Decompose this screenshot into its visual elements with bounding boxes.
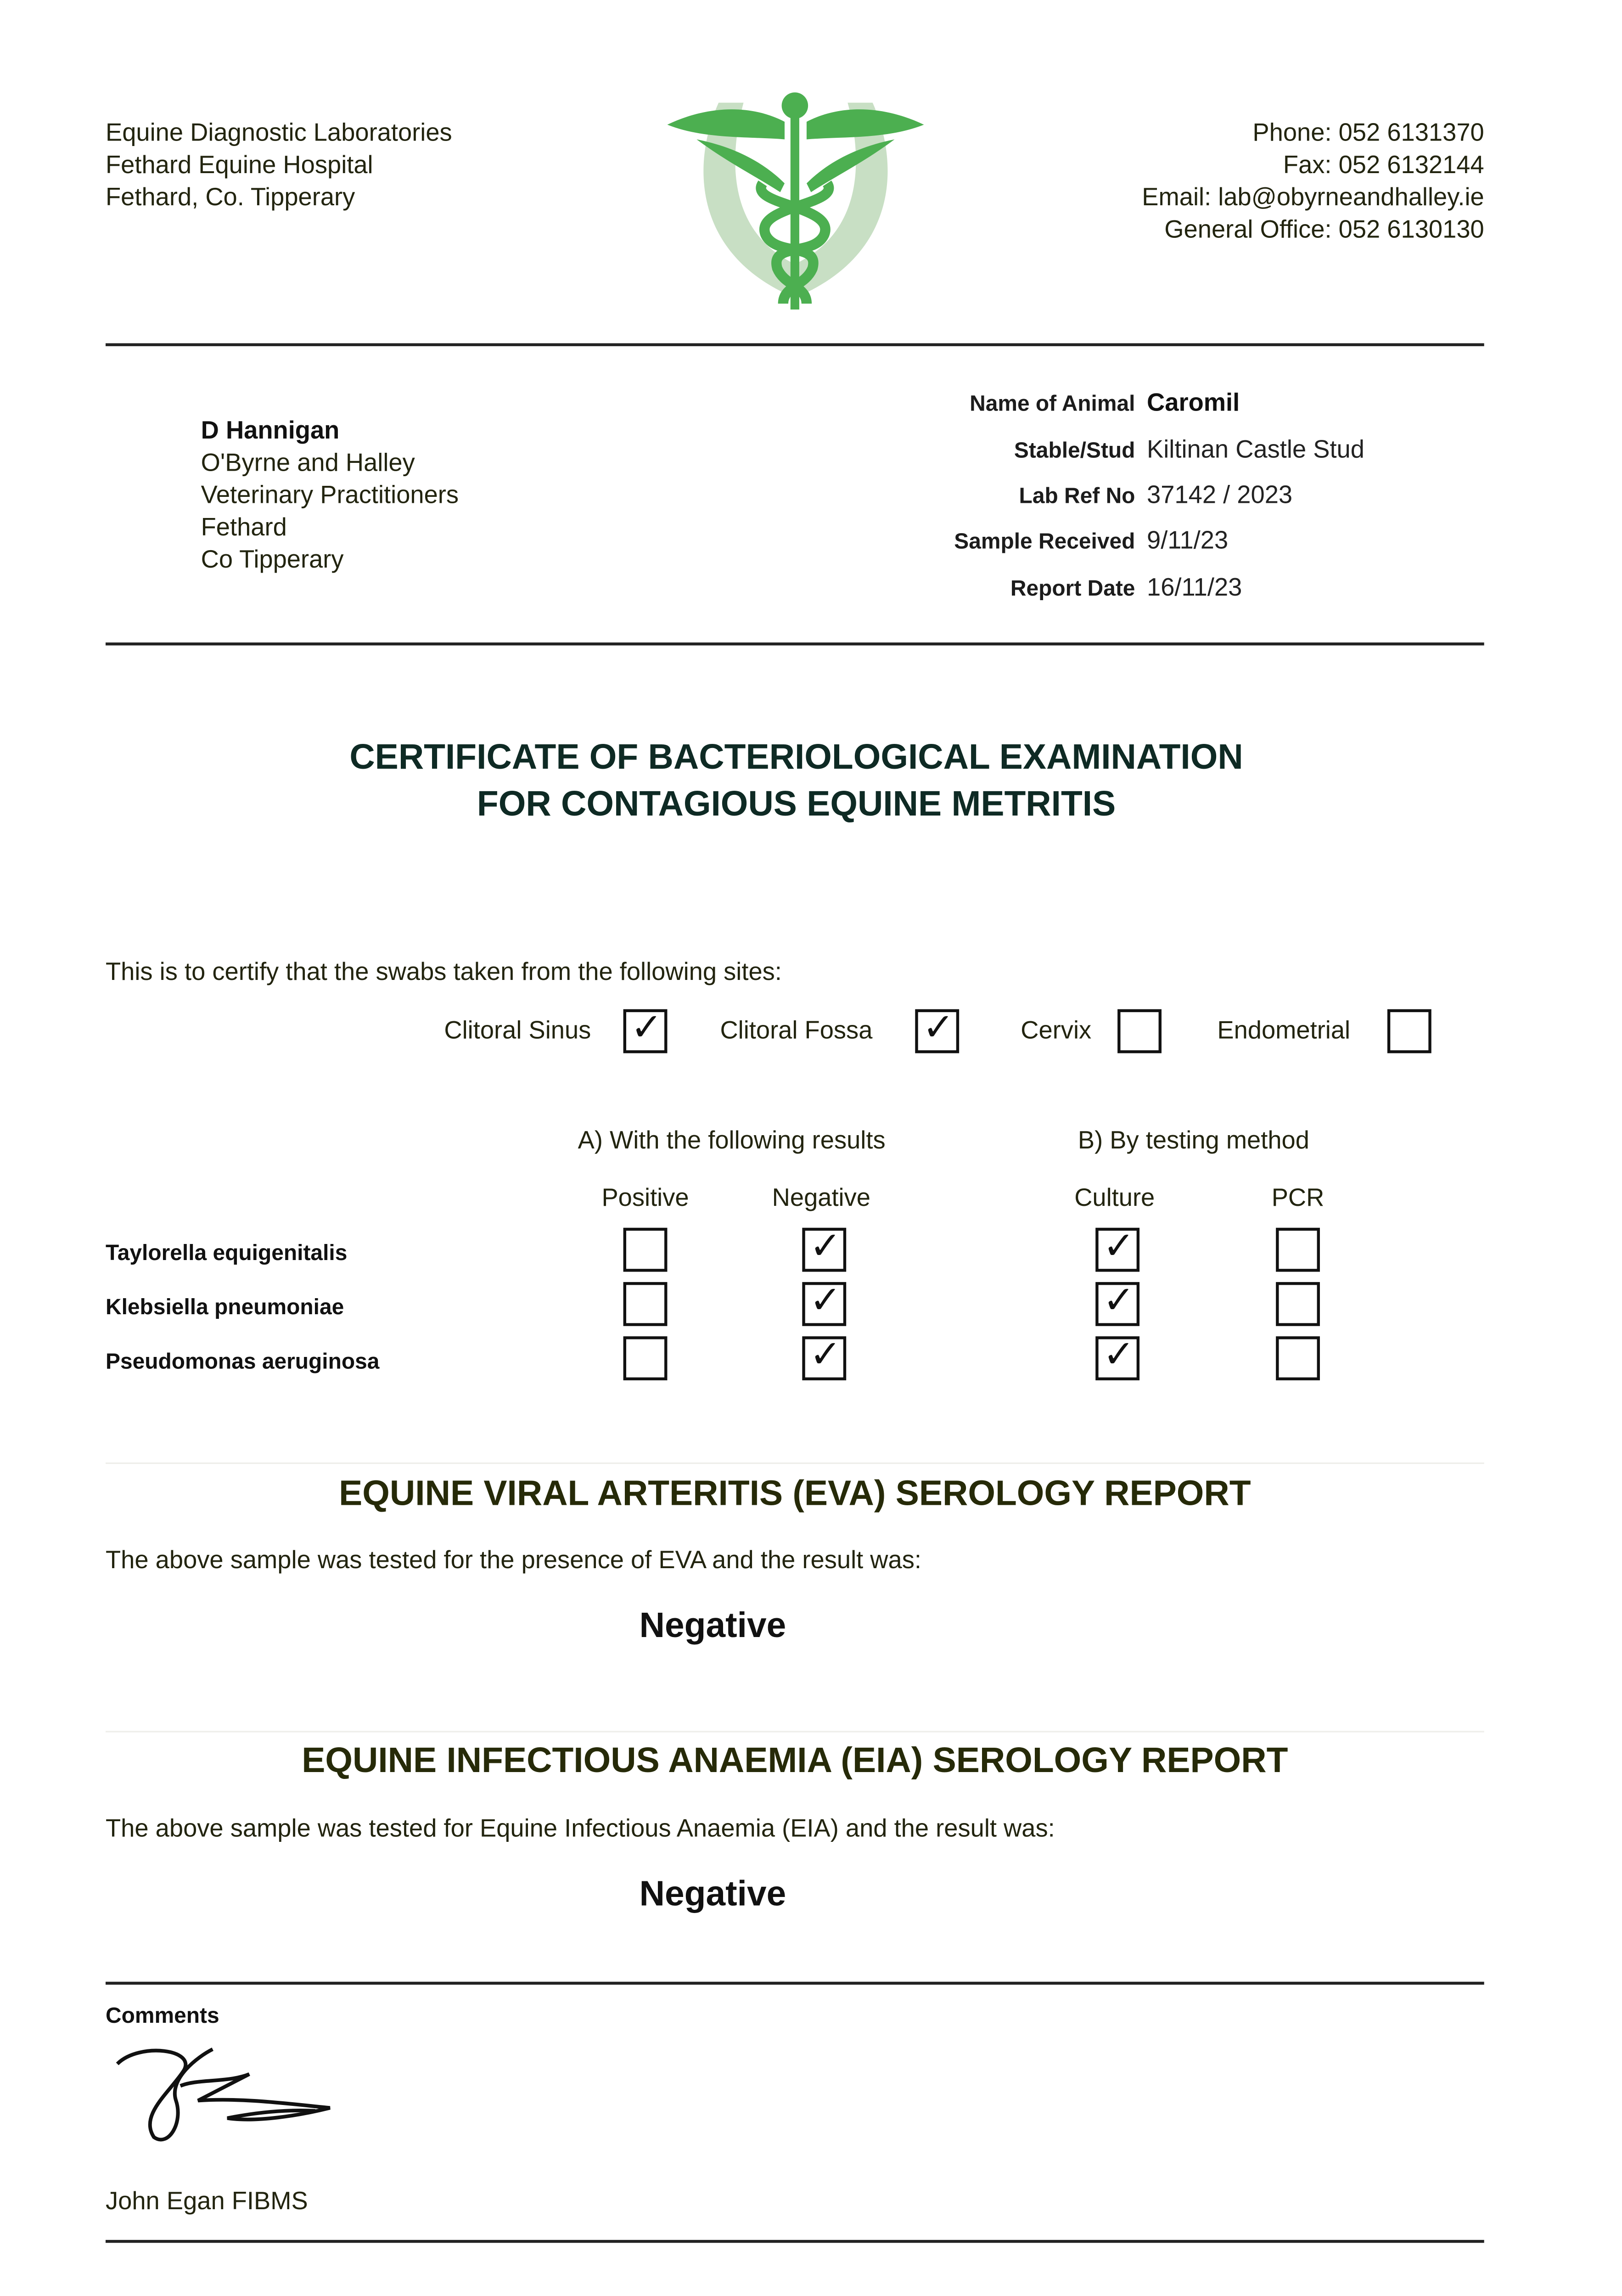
divider [105, 1731, 1484, 1733]
culture-checkbox[interactable]: ✓ [1095, 1279, 1140, 1326]
caduceus-horseshoe-logo [667, 92, 924, 310]
column-positive: Positive [601, 1183, 689, 1212]
culture-checkbox[interactable]: ✓ [1095, 1333, 1140, 1380]
field-label-report-date: Report Date [1010, 576, 1135, 602]
certificate-title-line1: CERTIFICATE OF BACTERIOLOGICAL EXAMINATI… [349, 737, 1243, 778]
site-checkbox-clitoral-sinus[interactable]: ✓ [623, 1006, 668, 1053]
email: Email: lab@obyrneandhalley.ie [1142, 183, 1484, 211]
column-culture: Culture [1074, 1183, 1155, 1212]
site-label-cervix: Cervix [1021, 1016, 1092, 1045]
divider [105, 2240, 1484, 2243]
phone: Phone: 052 6131370 [1252, 118, 1484, 147]
lab-address-line: Fethard, Co. Tipperary [105, 183, 355, 211]
field-value-labref: 37142 / 2023 [1147, 481, 1293, 509]
checkmark-icon: ✓ [809, 1225, 842, 1269]
checkmark-icon: ✓ [1103, 1279, 1135, 1323]
column-negative: Negative [772, 1183, 871, 1212]
eva-text: The above sample was tested for the pres… [105, 1546, 921, 1574]
field-label-animal: Name of Animal [970, 391, 1135, 417]
eia-result: Negative [639, 1874, 786, 1914]
comments-label: Comments [105, 2003, 219, 2029]
addressee-line: Fethard [201, 513, 287, 541]
checkmark-icon: ✓ [1103, 1333, 1135, 1378]
checkmark-icon: ✓ [809, 1279, 842, 1323]
eva-heading: EQUINE VIRAL ARTERITIS (EVA) SEROLOGY RE… [339, 1474, 1251, 1514]
site-label-clitoral-sinus: Clitoral Sinus [444, 1016, 591, 1045]
addressee: D Hannigan O'Byrne and Halley Veterinary… [201, 415, 459, 576]
signatory-name: John Egan FIBMS [105, 2187, 308, 2215]
negative-checkbox[interactable]: ✓ [802, 1279, 847, 1326]
field-label-labref: Lab Ref No [1019, 484, 1135, 509]
eia-heading: EQUINE INFECTIOUS ANAEMIA (EIA) SEROLOGY… [302, 1741, 1288, 1781]
certify-text: This is to certify that the swabs taken … [105, 957, 782, 986]
divider [105, 1462, 1484, 1464]
field-value-animal: Caromil [1147, 388, 1240, 417]
site-label-clitoral-fossa: Clitoral Fossa [720, 1016, 873, 1045]
contact-info: Phone: 052 6131370 Fax: 052 6132144 Emai… [1142, 118, 1484, 247]
negative-checkbox[interactable]: ✓ [802, 1225, 847, 1272]
addressee-line: Co Tipperary [201, 546, 344, 574]
site-checkbox-clitoral-fossa[interactable]: ✓ [915, 1006, 960, 1053]
addressee-name: D Hannigan [201, 416, 340, 445]
site-checkbox-endometrial[interactable] [1387, 1009, 1431, 1053]
organism-name: Klebsiella pneumoniae [105, 1295, 344, 1320]
pcr-checkbox[interactable] [1276, 1282, 1320, 1326]
checkmark-icon: ✓ [922, 1006, 954, 1051]
column-pcr: PCR [1271, 1183, 1325, 1212]
site-label-endometrial: Endometrial [1217, 1016, 1351, 1045]
field-value-report-date: 16/11/23 [1147, 574, 1242, 602]
addressee-line: O'Byrne and Halley [201, 449, 415, 477]
checkmark-icon: ✓ [630, 1006, 663, 1051]
positive-checkbox[interactable] [623, 1336, 668, 1380]
addressee-line: Veterinary Practitioners [201, 481, 459, 509]
site-checkbox-cervix[interactable] [1117, 1009, 1162, 1053]
field-value-stud: Kiltinan Castle Stud [1147, 435, 1364, 464]
eia-text: The above sample was tested for Equine I… [105, 1814, 1055, 1843]
lab-address-line: Fethard Equine Hospital [105, 151, 373, 179]
divider [105, 642, 1484, 646]
divider [105, 343, 1484, 346]
lab-address-line: Equine Diagnostic Laboratories [105, 118, 452, 147]
field-label-stud: Stable/Stud [1014, 439, 1135, 464]
certificate-title-line2: FOR CONTAGIOUS EQUINE METRITIS [477, 785, 1116, 825]
checkmark-icon: ✓ [1103, 1225, 1135, 1269]
fax: Fax: 052 6132144 [1283, 151, 1484, 179]
negative-checkbox[interactable]: ✓ [802, 1333, 847, 1380]
pcr-checkbox[interactable] [1276, 1336, 1320, 1380]
section-a-label: A) With the following results [578, 1126, 886, 1154]
field-label-received: Sample Received [954, 529, 1135, 555]
pcr-checkbox[interactable] [1276, 1227, 1320, 1272]
positive-checkbox[interactable] [623, 1282, 668, 1326]
eva-result: Negative [639, 1606, 786, 1646]
lab-address: Equine Diagnostic Laboratories Fethard E… [106, 118, 452, 214]
organism-name: Taylorella equigenitalis [105, 1241, 348, 1266]
culture-checkbox[interactable]: ✓ [1095, 1225, 1140, 1272]
divider [105, 1981, 1484, 1985]
organism-name: Pseudomonas aeruginosa [105, 1349, 380, 1375]
field-value-received: 9/11/23 [1147, 526, 1229, 555]
positive-checkbox[interactable] [623, 1227, 668, 1272]
section-b-label: B) By testing method [1078, 1126, 1310, 1154]
general-office: General Office: 052 6130130 [1164, 215, 1484, 244]
signature [116, 2048, 331, 2142]
checkmark-icon: ✓ [809, 1333, 842, 1378]
